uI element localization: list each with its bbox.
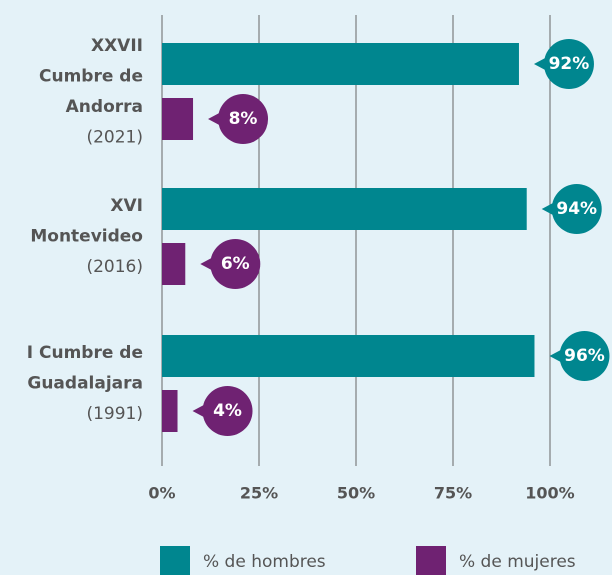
x-tick-label: 75% bbox=[434, 484, 472, 503]
category-label: Guadalajara bbox=[27, 374, 143, 394]
label-bubble bbox=[218, 94, 269, 144]
label-bubble bbox=[551, 184, 602, 234]
bar bbox=[162, 390, 178, 432]
bar bbox=[162, 335, 535, 377]
category-label: Cumbre de bbox=[39, 66, 143, 86]
bar bbox=[162, 43, 519, 85]
x-tick-label: 25% bbox=[240, 484, 278, 503]
legend-label: % de hombres bbox=[203, 552, 326, 572]
label-bubble bbox=[543, 39, 594, 89]
category-label: Andorra bbox=[66, 97, 143, 117]
category-label: (2021) bbox=[86, 127, 143, 147]
legend-label: % de mujeres bbox=[459, 552, 576, 572]
label-bubble bbox=[559, 331, 610, 381]
category-label: XXVII bbox=[91, 36, 143, 56]
value-label: 8% bbox=[229, 109, 258, 129]
x-tick-label: 0% bbox=[148, 484, 175, 503]
label-bubble bbox=[202, 386, 253, 436]
label-bubble bbox=[210, 239, 261, 289]
value-label: 92% bbox=[549, 54, 590, 74]
x-tick-label: 50% bbox=[337, 484, 375, 503]
bar bbox=[162, 188, 527, 230]
category-label: (2016) bbox=[86, 257, 143, 277]
x-tick-label: 100% bbox=[525, 484, 574, 503]
value-label: 4% bbox=[213, 401, 242, 421]
value-label: 6% bbox=[221, 254, 250, 274]
bar bbox=[162, 98, 194, 140]
bar bbox=[162, 243, 186, 285]
category-label: (1991) bbox=[86, 404, 143, 424]
value-label: 94% bbox=[556, 199, 597, 219]
category-label: XVI bbox=[110, 196, 143, 216]
category-label: Montevideo bbox=[30, 227, 143, 247]
legend-swatch bbox=[160, 546, 190, 575]
legend-swatch bbox=[416, 546, 446, 575]
value-label: 96% bbox=[564, 346, 605, 366]
category-label: I Cumbre de bbox=[27, 343, 143, 363]
